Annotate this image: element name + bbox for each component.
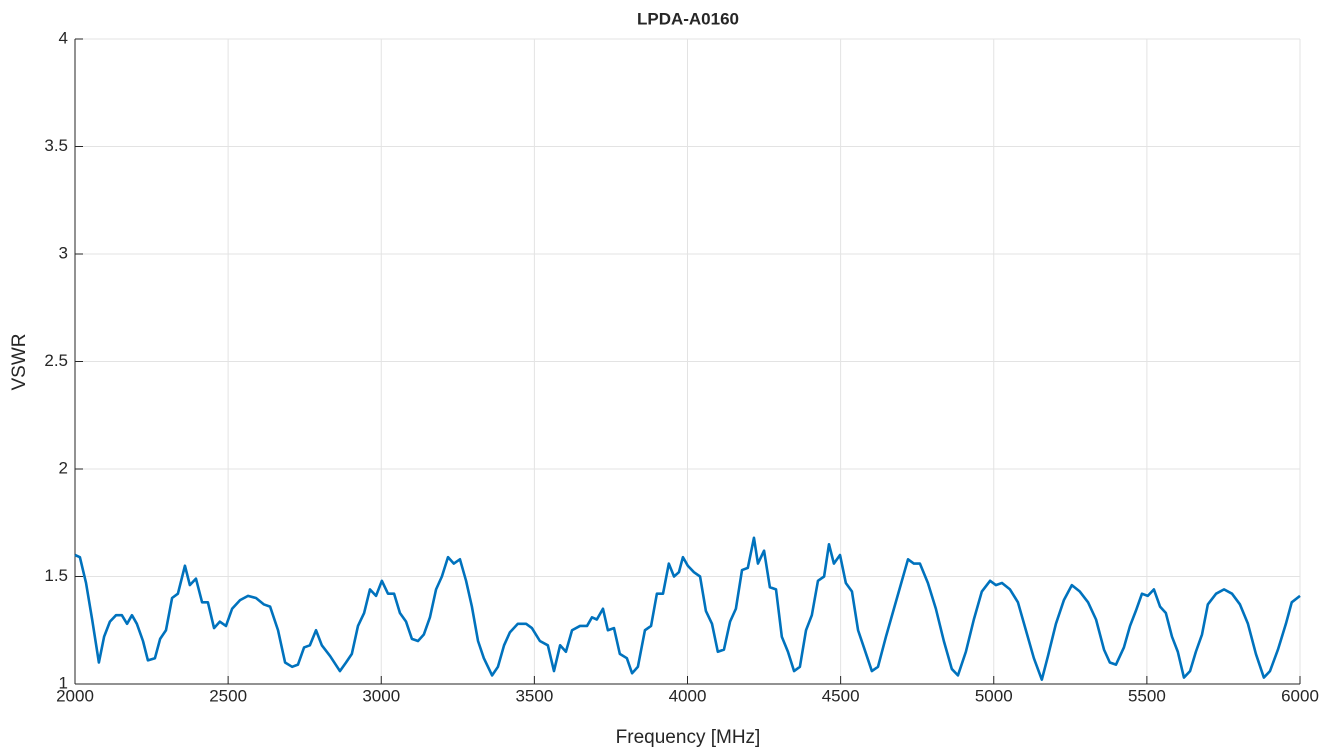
x-axis-label: Frequency [MHz] (616, 727, 761, 748)
x-tick-label: 5000 (975, 686, 1013, 705)
x-tick-label: 4000 (669, 686, 707, 705)
y-tick-label: 1 (59, 673, 68, 692)
y-tick-label: 4 (59, 28, 68, 47)
data-line (74, 536, 1301, 681)
x-tick-label: 3000 (362, 686, 400, 705)
y-tick-label: 2.5 (44, 351, 68, 370)
x-tick-label: 6000 (1281, 686, 1319, 705)
x-tick-label: 3500 (515, 686, 553, 705)
x-tick-label: 4500 (822, 686, 860, 705)
chart-title: LPDA-A0160 (637, 9, 739, 28)
x-tick-label: 2500 (209, 686, 247, 705)
x-tick-label: 2000 (56, 686, 94, 705)
x-tick-label: 5500 (1128, 686, 1166, 705)
y-tick-label: 3 (59, 243, 68, 262)
y-tick-label: 2 (59, 458, 68, 477)
y-tick-label: 3.5 (44, 136, 68, 155)
y-tick-label: 1.5 (44, 566, 68, 585)
y-axis-label: VSWR (9, 334, 30, 391)
